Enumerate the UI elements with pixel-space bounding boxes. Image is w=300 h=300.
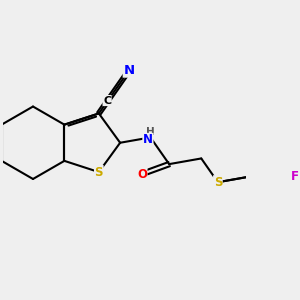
Text: H: H — [146, 128, 155, 137]
Text: C: C — [103, 95, 111, 106]
Text: N: N — [123, 64, 134, 77]
Text: O: O — [137, 167, 147, 181]
Text: S: S — [214, 176, 222, 189]
Text: N: N — [143, 134, 153, 146]
Text: S: S — [94, 166, 103, 178]
Text: F: F — [291, 170, 299, 183]
